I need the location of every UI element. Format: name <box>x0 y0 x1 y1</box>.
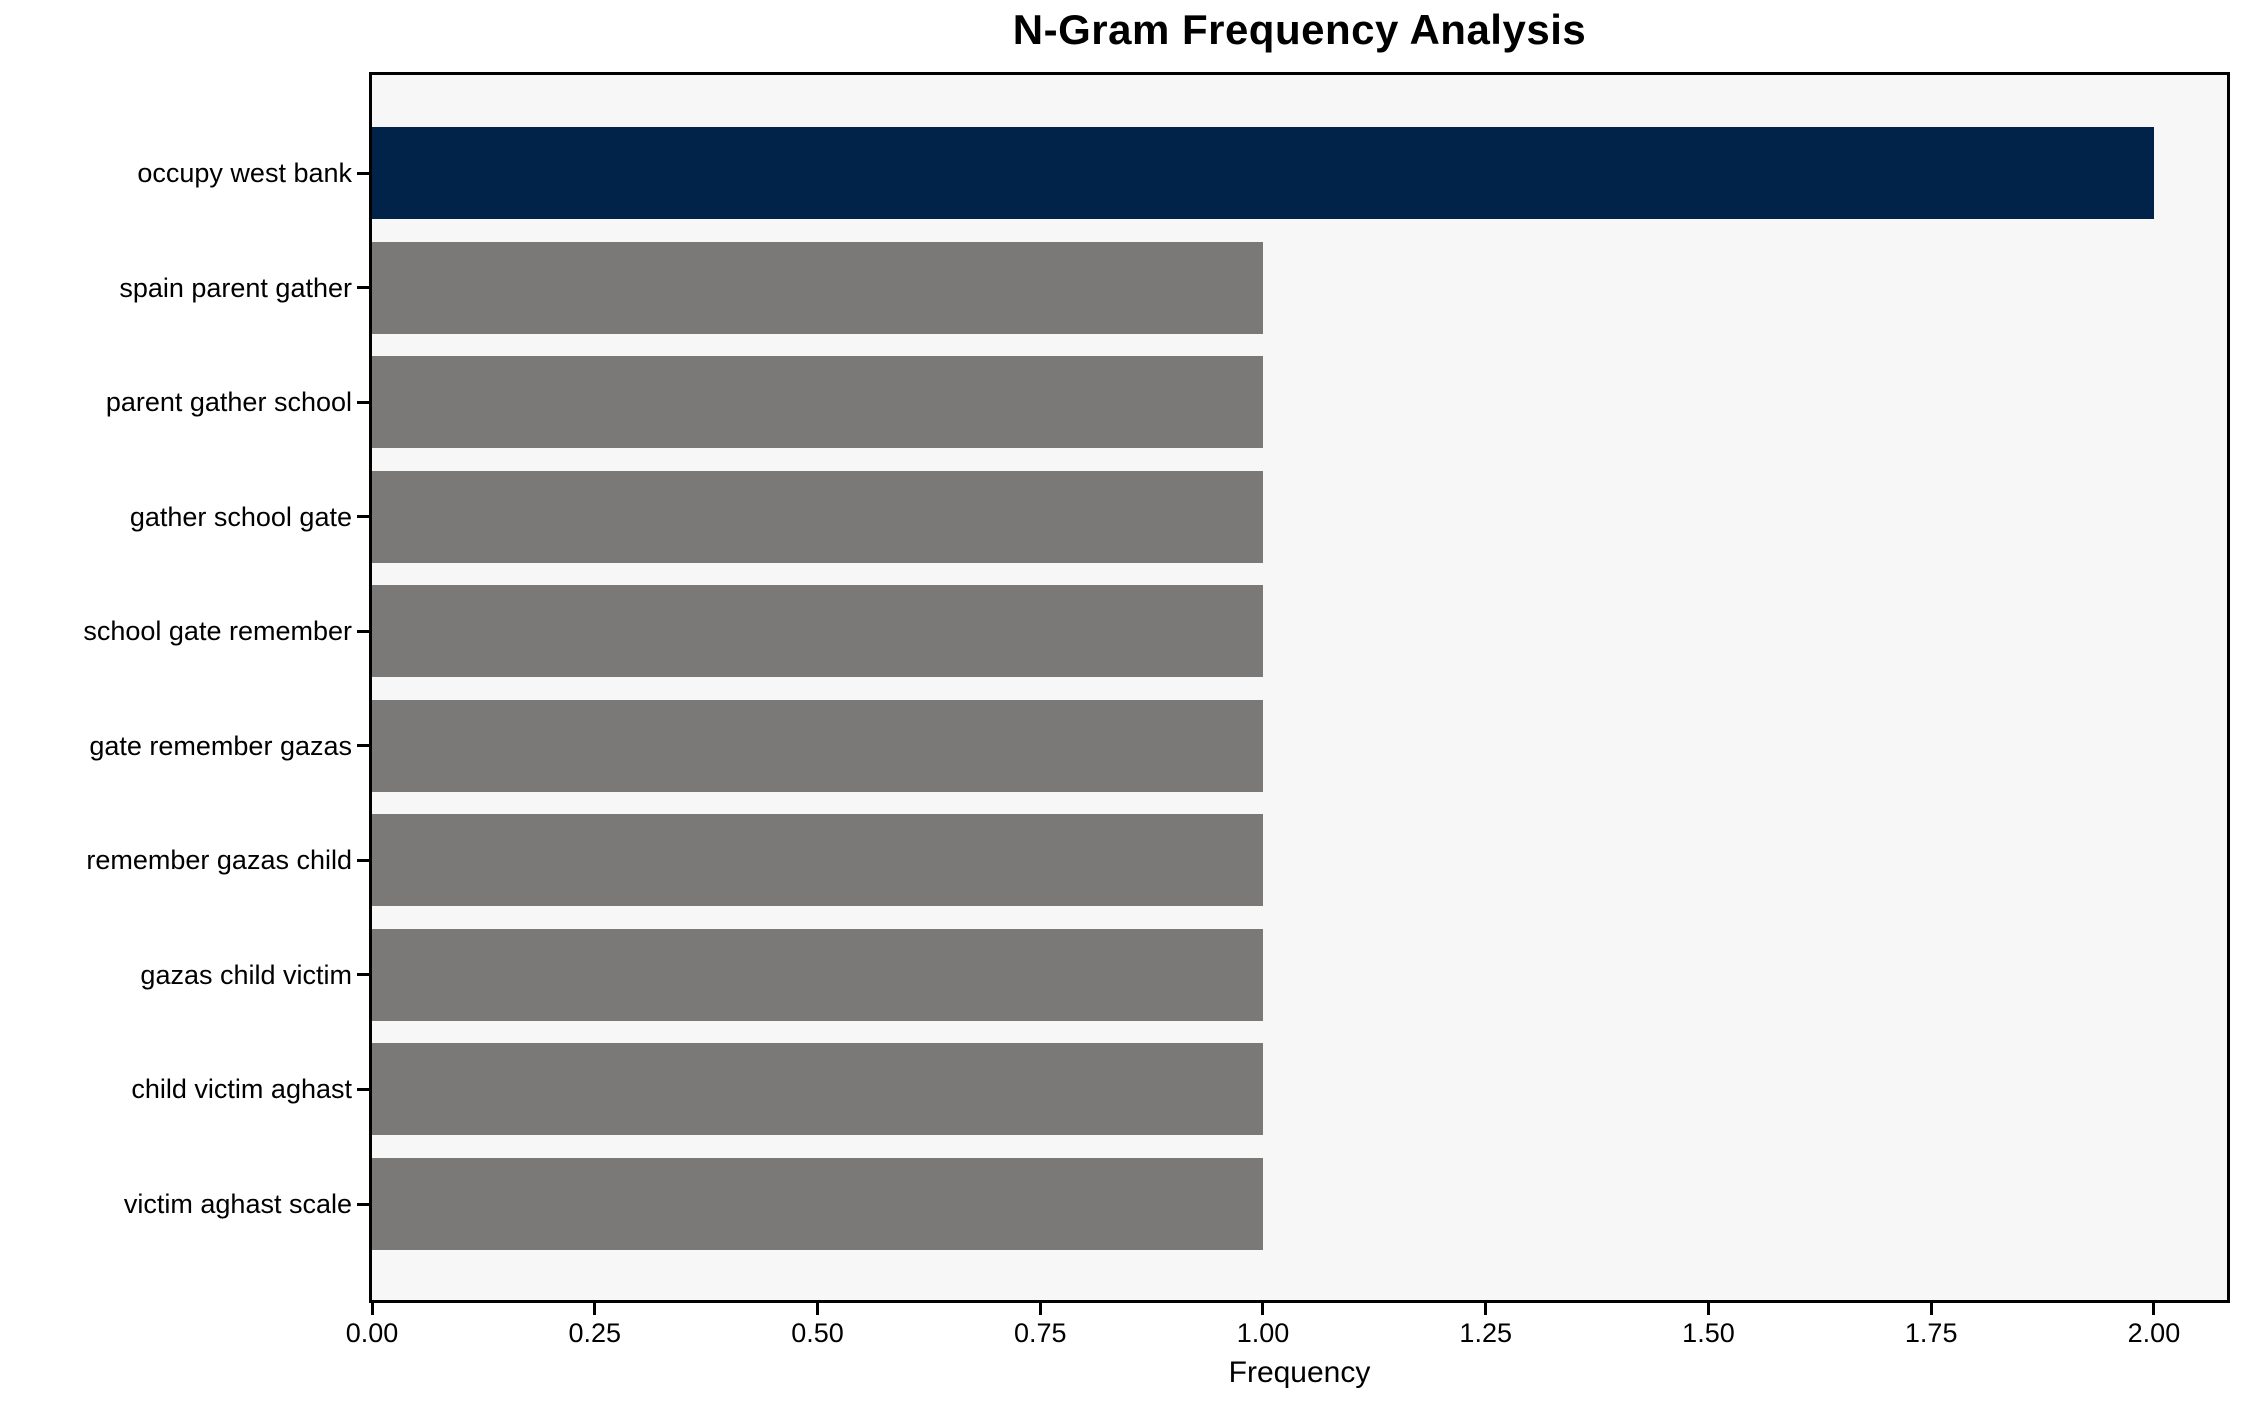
y-tick-mark <box>357 744 369 748</box>
x-tick-mark <box>1706 1303 1710 1315</box>
bar <box>372 241 1263 334</box>
x-tick-label: 1.25 <box>1459 1318 1512 1348</box>
bar <box>372 1158 1263 1251</box>
bar <box>372 1043 1263 1136</box>
x-tick-label: 1.75 <box>1904 1318 1958 1348</box>
bar <box>372 585 1263 678</box>
x-tick-mark <box>1038 1303 1042 1315</box>
x-tick-mark <box>1929 1303 1933 1315</box>
y-tick-mark <box>357 1202 369 1206</box>
x-tick-mark <box>593 1303 597 1315</box>
y-tick-label: remember gazas child <box>86 845 352 876</box>
y-tick-label: gather school gate <box>129 501 352 532</box>
x-tick-mark <box>370 1303 374 1315</box>
x-tick-label: 0.50 <box>791 1318 844 1348</box>
plot-area <box>369 72 2230 1303</box>
x-tick-mark <box>1484 1303 1488 1315</box>
y-tick-mark <box>357 629 369 633</box>
y-tick-label: gazas child victim <box>140 959 352 990</box>
y-tick-mark <box>357 171 369 175</box>
y-tick-mark <box>357 515 369 519</box>
x-tick-label: 0.00 <box>345 1318 399 1348</box>
y-tick-label: gate remember gazas <box>89 730 352 761</box>
x-tick-mark <box>1261 1303 1265 1315</box>
x-tick-label: 1.00 <box>1236 1318 1290 1348</box>
y-tick-label: spain parent gather <box>119 272 352 303</box>
x-axis-label: Frequency <box>1228 1356 1371 1389</box>
bar <box>372 699 1263 792</box>
y-tick-label: school gate remember <box>83 616 352 647</box>
bar <box>372 814 1263 907</box>
x-tick-label: 2.00 <box>2127 1318 2181 1348</box>
bar <box>372 928 1263 1021</box>
bar <box>372 356 1263 449</box>
y-tick-mark <box>357 400 369 404</box>
y-tick-mark <box>357 858 369 862</box>
x-tick-mark <box>815 1303 819 1315</box>
x-tick-label: 1.50 <box>1682 1318 1735 1348</box>
bar <box>372 470 1263 563</box>
x-tick-label: 0.25 <box>568 1318 622 1348</box>
y-tick-label: child victim aghast <box>131 1074 352 1105</box>
x-tick-label: 0.75 <box>1013 1318 1067 1348</box>
y-tick-mark <box>357 286 369 290</box>
bar <box>372 127 2154 219</box>
y-tick-label: occupy west bank <box>137 158 352 188</box>
x-tick-mark <box>2152 1303 2156 1315</box>
chart-title: N-Gram Frequency Analysis <box>1012 6 1587 53</box>
y-tick-label: parent gather school <box>105 387 352 418</box>
y-tick-label: victim aghast scale <box>123 1189 352 1220</box>
y-tick-mark <box>357 973 369 977</box>
y-tick-mark <box>357 1087 369 1091</box>
